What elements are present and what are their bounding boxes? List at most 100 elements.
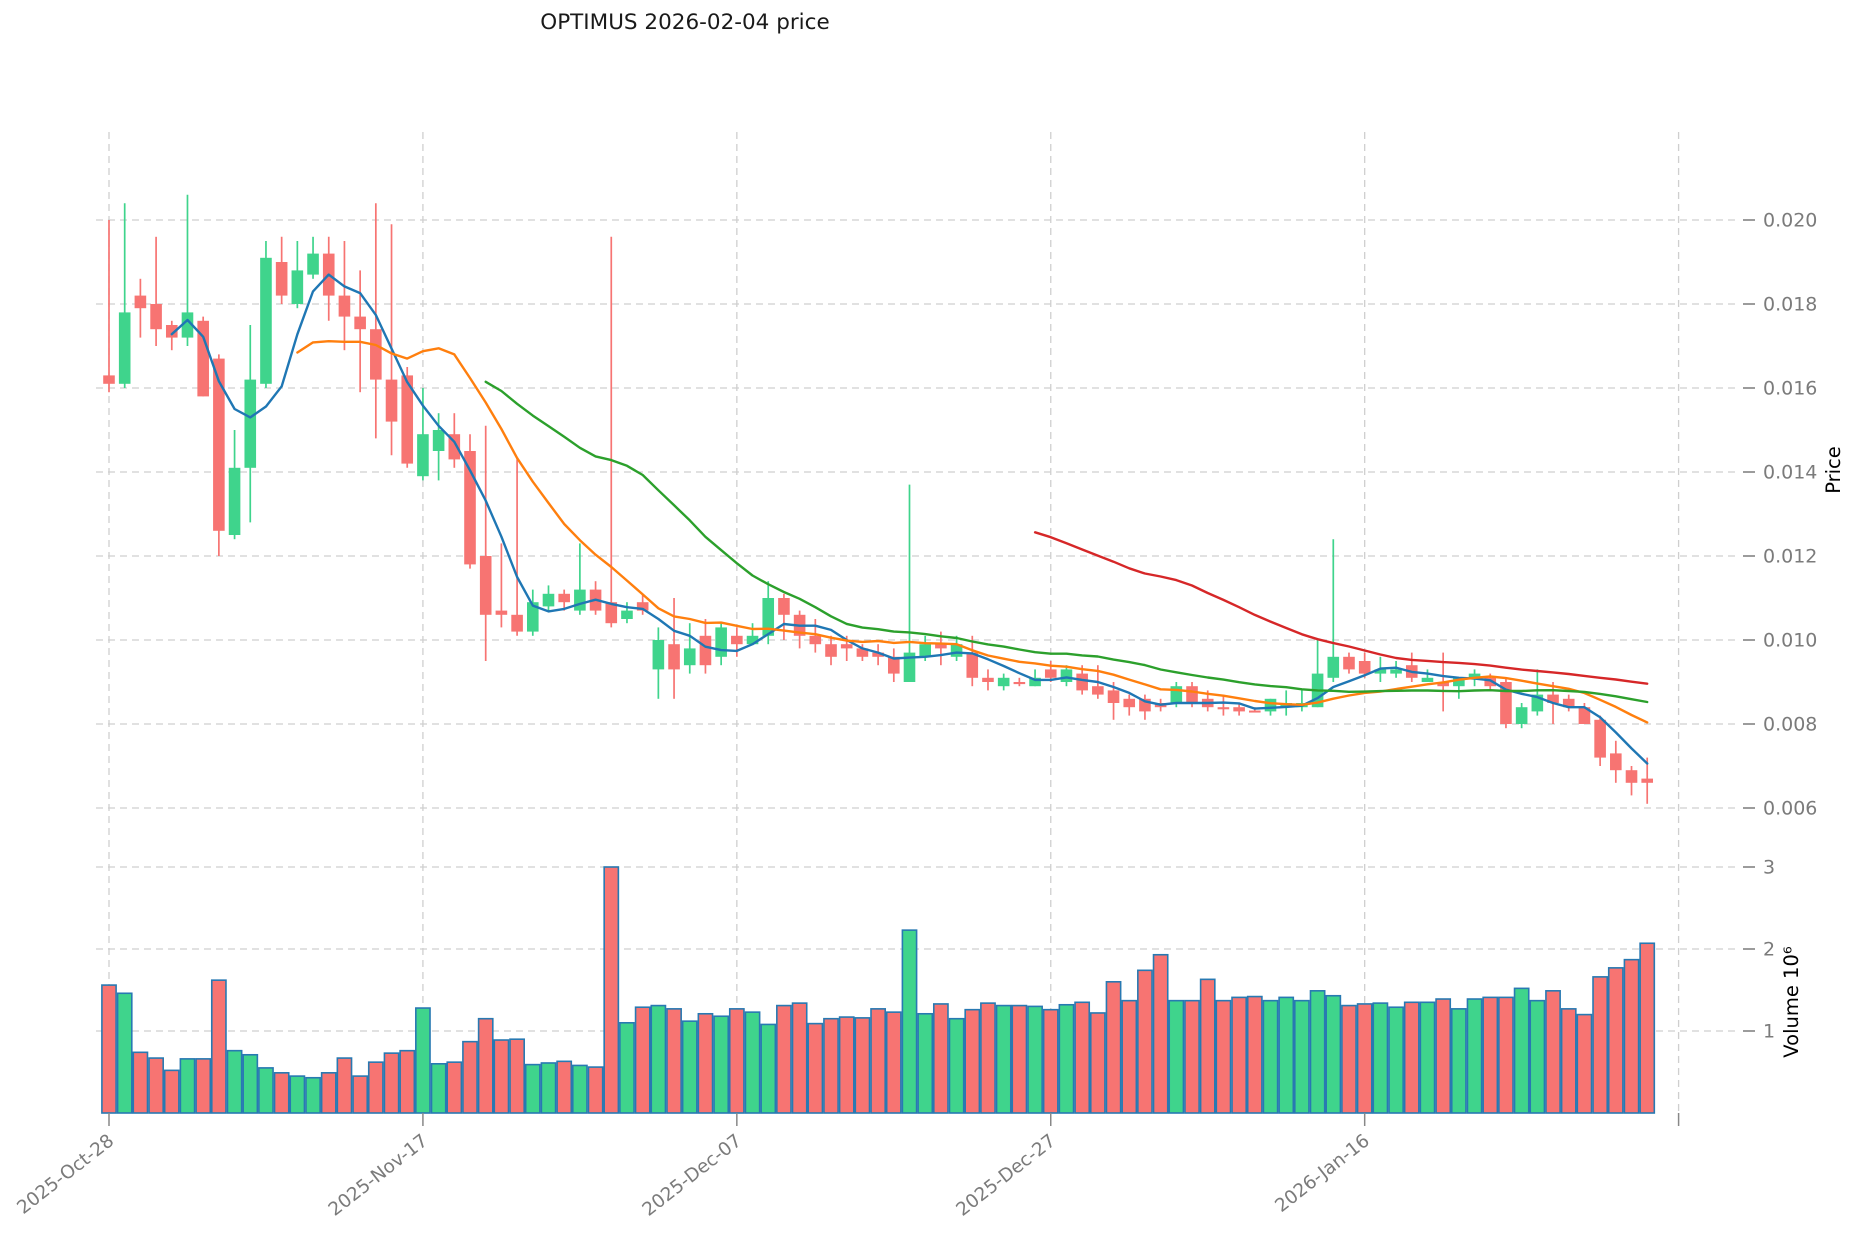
candle-body — [244, 379, 257, 468]
candle-body — [338, 295, 351, 317]
volume-bar — [995, 1004, 1012, 1114]
volume-bar — [760, 1023, 777, 1114]
candle-body — [1233, 707, 1245, 712]
volume-bar — [1529, 999, 1546, 1114]
price-tick-label: 0.016 — [1763, 378, 1817, 400]
volume-bar — [1168, 999, 1185, 1114]
volume-bar — [1137, 969, 1153, 1114]
volume-bar — [1011, 1004, 1028, 1114]
volume-bar — [1341, 1004, 1357, 1114]
candle-body — [809, 635, 822, 645]
volume-bar — [619, 1021, 635, 1114]
candle-body — [919, 644, 931, 657]
volume-bar — [697, 1012, 714, 1114]
candle-body — [1531, 694, 1544, 712]
volume-bar — [242, 1053, 259, 1114]
volume-bar — [258, 1067, 274, 1114]
volume-bar — [179, 1058, 196, 1114]
candle-body — [1547, 694, 1559, 703]
candle-body — [636, 602, 649, 611]
candle-body — [840, 644, 853, 649]
candle-body — [181, 312, 194, 338]
candle-body — [1327, 656, 1340, 678]
volume-bar — [1105, 980, 1122, 1114]
volume-bar — [791, 1002, 808, 1114]
candle-body — [1107, 690, 1120, 703]
x-tick-label: 2025-Nov-17 — [325, 1130, 432, 1220]
candle-body — [1421, 677, 1434, 682]
candle-body — [982, 677, 994, 682]
candle-body — [1390, 669, 1402, 674]
volume-bar — [1388, 1006, 1404, 1114]
candle-body — [1562, 698, 1575, 708]
volume-bar — [1215, 999, 1232, 1114]
candle-body — [448, 434, 461, 460]
volume-bar — [1152, 953, 1169, 1114]
candle-body — [1500, 682, 1512, 724]
x-tick-label: 2025-Dec-07 — [639, 1130, 746, 1220]
candle-body — [997, 677, 1010, 687]
candle-body — [966, 652, 979, 678]
volume-bar — [273, 1072, 290, 1114]
volume-bar — [415, 1007, 431, 1114]
volume-bar — [885, 1011, 902, 1114]
candle-body — [935, 644, 947, 649]
candle-body — [1594, 719, 1606, 758]
candle-body — [260, 257, 272, 384]
candle-body — [1092, 686, 1104, 695]
candle-body — [511, 614, 523, 632]
volume-bar — [383, 1052, 400, 1114]
volume-bar — [1419, 1001, 1436, 1114]
candle-body — [1186, 686, 1198, 703]
volume-bar — [556, 1060, 573, 1114]
candle-body — [385, 379, 398, 422]
volume-bar — [666, 1008, 682, 1114]
candle-body — [291, 270, 304, 304]
gridlines — [96, 132, 1740, 1113]
volume-bar — [493, 1039, 510, 1114]
volume-bar — [1466, 998, 1483, 1114]
candle-body — [574, 589, 586, 611]
candle-body — [150, 304, 162, 330]
candle-body — [228, 467, 241, 535]
volume-bar — [1121, 999, 1138, 1114]
series — [101, 194, 1656, 1114]
volume-bar — [932, 1003, 949, 1114]
volume-bar — [210, 979, 227, 1114]
candle-body — [699, 635, 712, 666]
price-tick-label: 0.018 — [1763, 294, 1817, 316]
candle-body — [213, 358, 225, 531]
candle-body — [1139, 698, 1151, 712]
volume-bar — [116, 992, 133, 1114]
candle-body — [417, 434, 429, 477]
candle-body — [1123, 698, 1136, 708]
volume-bar — [587, 1066, 604, 1114]
volume-bar — [1513, 987, 1530, 1114]
candle-body — [1625, 770, 1638, 783]
candle-body — [778, 598, 790, 615]
volume-bar — [948, 1017, 965, 1114]
candle-body — [1060, 669, 1073, 682]
volume-bar — [524, 1063, 541, 1114]
candle-body — [605, 602, 618, 624]
candle-body — [888, 656, 900, 674]
candle-body — [134, 295, 147, 309]
volume-bar — [352, 1075, 369, 1114]
volume-bar — [838, 1016, 855, 1114]
ma-line-ma60 — [1033, 531, 1649, 685]
price-tick-label: 0.006 — [1763, 798, 1817, 820]
x-tick-label: 2026-Jan-16 — [1271, 1130, 1373, 1216]
volume-bar — [603, 866, 620, 1114]
volume-bar — [430, 1063, 447, 1114]
volume-bar — [1293, 999, 1310, 1114]
candle-body — [103, 375, 115, 384]
x-tick-label: 2025-Oct-28 — [13, 1130, 118, 1218]
chart-title: OPTIMUS 2026-02-04 price — [540, 10, 829, 35]
volume-bar — [776, 1004, 792, 1114]
volume-bar — [305, 1076, 321, 1114]
volume-bar — [917, 1012, 934, 1114]
volume-bar — [650, 1004, 667, 1114]
candle-body — [621, 610, 633, 619]
volume-tick-label: 3 — [1763, 857, 1775, 879]
